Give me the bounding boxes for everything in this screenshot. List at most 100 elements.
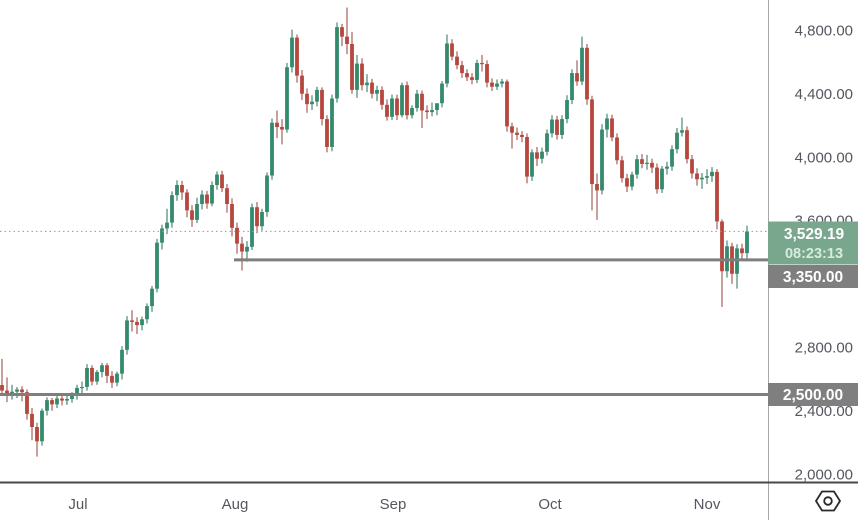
candle-body [545,133,549,152]
candle-body [610,118,614,138]
candle-body [490,82,494,87]
candle-body [255,207,259,227]
candle-body [535,152,539,159]
candle-body [45,400,49,411]
candle-body [715,171,719,222]
candle-body [590,99,594,185]
candle-body [720,221,724,272]
candle-body [605,118,609,130]
candle-body [65,398,69,401]
current-price-value: 3,529.19 [784,226,845,243]
candle-body [560,119,564,135]
candle-body [35,427,39,442]
candle-body [445,43,449,84]
candle-body [100,365,104,373]
candle-body [515,132,519,135]
y-axis-label: 2,000.00 [795,466,853,483]
candle-body [225,188,229,205]
candle-body [235,227,239,244]
candle-body [230,204,234,228]
candle-body [510,126,514,133]
candle-body [150,288,154,307]
x-axis-label: Aug [222,496,249,513]
candle-body [365,82,369,86]
candle-body [600,129,604,191]
candle-body [220,174,224,189]
price-level-badge-label: 2,500.00 [783,387,843,404]
candle-body [55,398,59,405]
candle-body [475,62,479,80]
candle-body [135,321,139,326]
candle-body [465,73,469,78]
candle-body [275,122,279,128]
price-level-badge [768,265,858,288]
candle-body [625,178,629,187]
candle-body [440,83,444,104]
candle-body [555,119,559,135]
candle-body [635,159,639,175]
y-axis-label: 2,800.00 [795,340,853,357]
candle-body [500,81,504,84]
candle-body [175,185,179,196]
candle-body [410,107,414,116]
candle-body [215,174,219,186]
candle-body [660,168,664,190]
candle-body [315,89,319,102]
candle-body [425,110,429,113]
candle-body [90,367,94,382]
candle-body [370,82,374,94]
candle-body [295,37,299,76]
candle-body [470,77,474,80]
candle-body [665,166,669,169]
candle-body [550,119,554,134]
candle-body [130,320,134,322]
candle-body [270,122,274,176]
candle-body [305,93,309,105]
candle-body [395,98,399,116]
candle-body [645,162,649,165]
candle-body [245,246,249,252]
candles [0,7,749,457]
hexagon-settings-icon[interactable] [814,490,842,512]
candle-body [0,385,4,391]
candle-body [350,43,354,90]
candle-body [85,367,89,387]
candle-body [240,243,244,252]
candle-body [450,43,454,57]
candle-body [685,130,689,160]
price-level-badge [768,383,858,406]
candle-body [435,103,439,111]
candle-body [380,89,384,105]
hexagon-icon-outline [814,490,842,512]
candle-body [15,389,19,392]
time-axis-labels: Jul Aug Sep Oct Nov [68,496,720,513]
x-axis-label: Sep [380,496,407,513]
candle-body [675,132,679,150]
candle-body [280,127,284,130]
y-axis-label: 2,400.00 [795,403,853,420]
y-axis-label: 4,400.00 [795,86,853,103]
candle-body [75,387,79,395]
candle-body [740,248,744,254]
candle-body [745,231,749,254]
candle-body [20,389,24,393]
candle-body [320,89,324,120]
candle-body [405,85,409,116]
candle-body [540,151,544,159]
candle-body [335,27,339,99]
candle-body [420,93,424,111]
candle-body [180,185,184,193]
candle-body [690,159,694,174]
candle-body [50,400,54,405]
candle-body [355,63,359,90]
candle-body [300,75,304,94]
current-price-badge: 3,529.19 08:23:13 [768,221,858,265]
candle-body [110,375,114,383]
candle-body [680,130,684,133]
candle-body [455,56,459,66]
candle-body [60,398,64,401]
candle-body [480,62,484,65]
hexagon-icon-dot [823,496,833,506]
candle-body [580,47,584,82]
